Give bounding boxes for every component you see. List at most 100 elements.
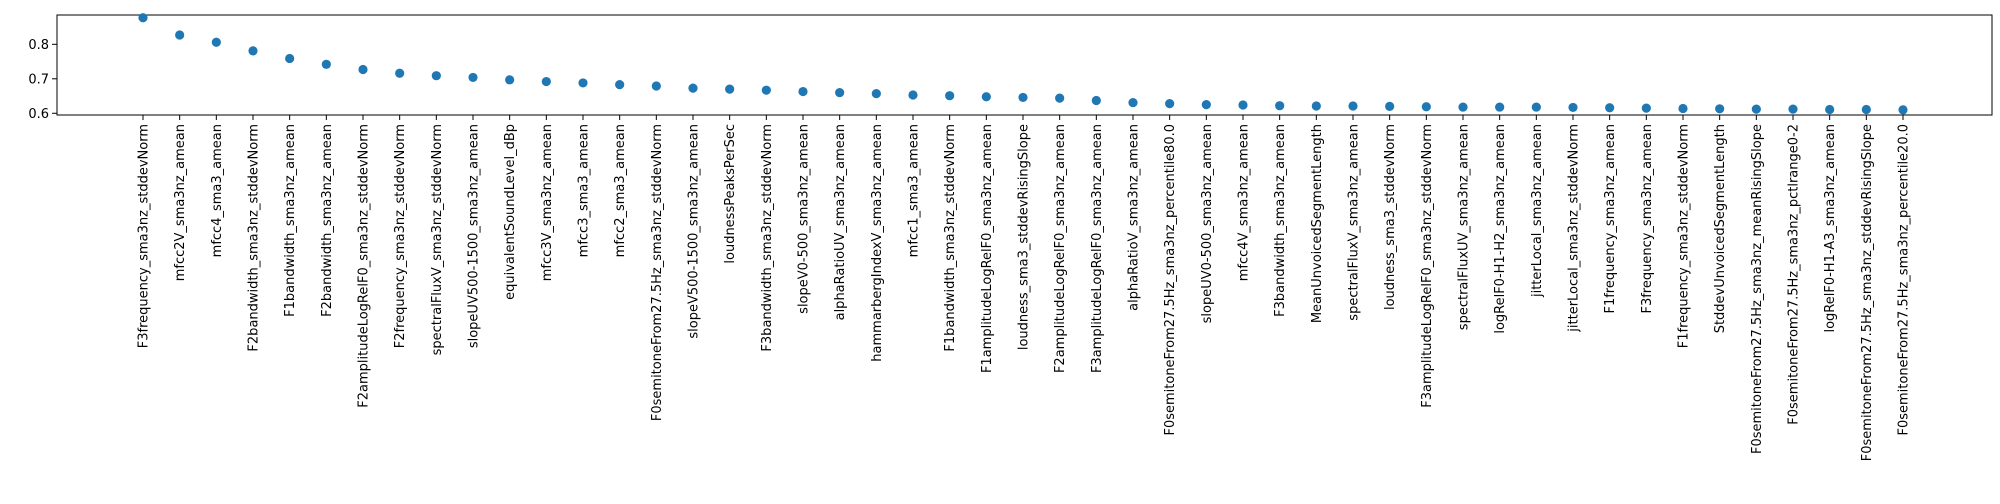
x-tick-label: MeanUnvoicedSegmentLength [1310,124,1325,323]
x-tick-label: F1bandwidth_sma3nz_amean [283,124,298,317]
x-tick-label: alphaRatioUV_sma3nz_amean [833,124,848,320]
data-point [1788,104,1798,114]
x-tick-label: F2bandwidth_sma3nz_amean [320,124,335,317]
data-point [1128,97,1138,108]
data-point [871,89,881,99]
x-tick-label: F1bandwidth_sma3nz_stddevNorm [943,124,958,352]
data-point [1568,102,1578,113]
y-tick-label: 0.6 [28,107,49,122]
x-tick-label: F0semitoneFrom27.5Hz_sma3nz_stddevNorm [650,124,665,421]
x-tick-label: logRelF0-H1-H2_sma3nz_amean [1493,124,1508,334]
x-tick-label: jitterLocal_sma3nz_amean [1530,124,1545,298]
data-point [578,78,588,88]
data-point [285,53,295,64]
data-point [1238,100,1248,110]
data-point [138,13,148,23]
x-tick-label: F1amplitudeLogRelF0_sma3nz_amean [980,124,995,373]
data-point [395,68,405,78]
data-point [1091,95,1101,106]
x-tick-label: mfcc4_sma3_amean [210,124,225,257]
x-tick-label: F1frequency_sma3nz_stddevNorm [1677,124,1692,348]
data-point [1861,104,1871,115]
data-point [1458,102,1468,112]
x-tick-label: slopeUV0-500_sma3nz_amean [1200,124,1215,323]
x-tick-label: spectralFluxV_sma3nz_amean [1347,124,1362,321]
data-point [908,90,918,100]
data-point [1311,101,1321,111]
x-tick-label: F3frequency_sma3nz_stddevNorm [137,124,152,348]
data-point [1165,99,1175,109]
x-tick-label: F2amplitudeLogRelF0_sma3nz_amean [1053,124,1068,373]
x-tick-label: F1frequency_sma3nz_amean [1603,124,1618,314]
data-point [541,76,551,87]
x-tick-label: F3bandwidth_sma3nz_stddevNorm [760,124,775,352]
x-tick-label: loudness_sma3_stddevNorm [1383,124,1398,310]
data-point [835,87,845,98]
data-point [981,92,991,102]
x-tick-label: F2amplitudeLogRelF0_sma3nz_stddevNorm [357,124,372,408]
data-point [1898,105,1908,115]
axes-frame [56,14,1993,116]
x-tick-label: F3bandwidth_sma3nz_amean [1273,124,1288,317]
x-tick-label: F3amplitudeLogRelF0_sma3nz_stddevNorm [1420,124,1435,408]
data-point [1275,101,1285,111]
x-tick-label: loudness_sma3_stddevRisingSlope [1017,124,1032,350]
x-tick-label: F2bandwidth_sma3nz_stddevNorm [247,124,262,352]
x-tick-label: F0semitoneFrom27.5Hz_sma3nz_meanRisingSl… [1750,124,1765,454]
x-tick-label: F0semitoneFrom27.5Hz_sma3nz_percentile80… [1163,124,1178,436]
x-tick-label: F0semitoneFrom27.5Hz_sma3nz_stddevRising… [1860,124,1875,461]
x-tick-label: spectralFluxV_sma3nz_stddevNorm [430,124,445,355]
data-point [798,86,808,97]
y-tick-label: 0.8 [28,38,49,53]
data-point [1385,101,1395,111]
x-tick-label: loudnessPeaksPerSec [723,124,738,264]
x-tick-label: mfcc1_sma3_amean [907,124,922,257]
x-tick-label: logRelF0-H1-A3_sma3nz_amean [1823,124,1838,333]
x-tick-label: slopeV0-500_sma3nz_amean [797,124,812,314]
x-tick-label: slopeUV500-1500_sma3nz_amean [467,124,482,348]
x-tick-label: slopeV500-1500_sma3nz_amean [687,124,702,339]
x-tick-label: mfcc2_sma3_amean [613,124,628,257]
data-point [358,64,368,75]
data-point [1201,100,1211,110]
data-point [1751,104,1761,114]
x-tick-label: hammarbergIndexV_sma3nz_amean [870,124,885,362]
data-point [1495,102,1505,112]
data-point [1605,103,1615,113]
data-point [211,37,221,47]
data-point [945,91,955,101]
y-tick-label: 0.7 [28,72,49,87]
data-point [1055,93,1065,103]
x-tick-label: mfcc2V_sma3nz_amean [173,124,188,281]
plot-area: 0.6 0.7 0.8 F3frequency_sma3nz_stddevNorm mf… [28,13,1993,461]
data-point [248,46,258,56]
x-tick-label: spectralFluxUV_sma3nz_amean [1457,124,1472,330]
data-point [1018,92,1028,103]
data-point [1348,101,1358,111]
data-point [688,83,698,93]
data-point [1678,103,1688,114]
x-tick-label: F3amplitudeLogRelF0_sma3nz_amean [1090,124,1105,373]
x-tick-label: F0semitoneFrom27.5Hz_sma3nz_percentile20… [1897,124,1912,436]
data-point [761,85,771,95]
data-point [1641,103,1651,113]
x-tick-label: equivalentSoundLevel_dBp [503,124,518,300]
data-point [1421,102,1431,112]
x-tick-label: jitterLocal_sma3nz_stddevNorm [1567,124,1582,333]
x-tick-label: mfcc3V_sma3nz_amean [540,124,555,281]
data-point [321,59,331,69]
x-tick-label: F0semitoneFrom27.5Hz_sma3nz_pctlrange0-2 [1787,124,1802,425]
data-point [1825,104,1835,115]
data-point [1715,104,1725,114]
x-tick-label: alphaRatioV_sma3nz_amean [1127,124,1142,311]
data-point [468,72,478,83]
x-tick-label: StddevUnvoicedSegmentLength [1713,124,1728,333]
data-point [615,80,625,90]
data-point [505,75,515,85]
data-point [1531,102,1541,112]
x-tick-label: mfcc3_sma3_amean [577,124,592,257]
x-tick-label: F3frequency_sma3nz_amean [1640,124,1655,314]
data-point [175,30,185,40]
